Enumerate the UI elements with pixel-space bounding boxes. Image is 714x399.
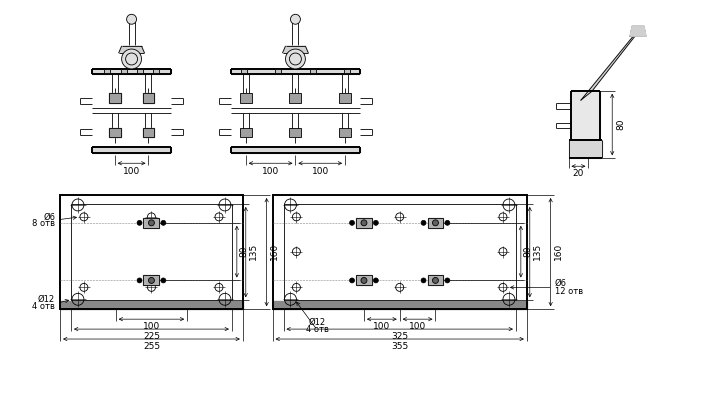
Text: 100: 100 [409, 322, 426, 331]
Bar [109, 93, 121, 103]
Bar [289, 128, 301, 137]
Polygon shape [273, 301, 527, 309]
Bar [121, 69, 126, 73]
Circle shape [373, 278, 378, 283]
Text: 325: 325 [391, 332, 408, 341]
Text: 80: 80 [524, 246, 533, 257]
Polygon shape [283, 46, 308, 53]
Circle shape [445, 220, 450, 225]
Bar [311, 69, 316, 73]
Text: 100: 100 [143, 322, 160, 331]
Text: 12 отв: 12 отв [555, 287, 583, 296]
Circle shape [126, 14, 136, 24]
Circle shape [361, 220, 367, 226]
Text: 80: 80 [240, 246, 248, 257]
Circle shape [286, 49, 306, 69]
Circle shape [149, 277, 154, 283]
Text: 255: 255 [143, 342, 160, 351]
Polygon shape [119, 46, 144, 53]
Polygon shape [231, 69, 360, 74]
Circle shape [161, 278, 166, 283]
Circle shape [137, 220, 142, 225]
Bar [143, 93, 154, 103]
Circle shape [373, 220, 378, 225]
Bar [283, 204, 516, 300]
Text: 100: 100 [123, 167, 140, 176]
Circle shape [121, 49, 141, 69]
Circle shape [291, 14, 301, 24]
Text: 4 отв: 4 отв [306, 325, 328, 334]
Polygon shape [428, 218, 443, 228]
Bar [104, 69, 110, 73]
Bar [356, 275, 372, 285]
Circle shape [149, 220, 154, 226]
Bar [240, 128, 252, 137]
Bar [240, 93, 252, 103]
Bar [71, 204, 232, 300]
Bar [154, 69, 159, 73]
Text: 8 отв: 8 отв [32, 219, 55, 228]
Polygon shape [581, 30, 640, 100]
Polygon shape [568, 140, 603, 158]
Polygon shape [356, 218, 372, 228]
Text: 100: 100 [311, 167, 329, 176]
Circle shape [361, 277, 367, 283]
Text: Ø6: Ø6 [43, 212, 55, 221]
Polygon shape [428, 275, 443, 285]
Bar [143, 128, 154, 137]
Polygon shape [92, 69, 171, 74]
Polygon shape [143, 128, 154, 137]
Text: 135: 135 [248, 243, 258, 260]
Bar [356, 218, 372, 228]
Bar [144, 275, 159, 285]
Polygon shape [143, 93, 154, 103]
Bar [289, 93, 301, 103]
Bar [109, 128, 121, 137]
Polygon shape [144, 275, 159, 285]
Circle shape [421, 220, 426, 225]
Bar [144, 218, 159, 228]
Polygon shape [92, 147, 171, 153]
Bar [275, 69, 281, 73]
Circle shape [350, 278, 355, 283]
Circle shape [137, 278, 142, 283]
Text: 100: 100 [373, 322, 391, 331]
Polygon shape [144, 218, 159, 228]
Text: 225: 225 [143, 332, 160, 341]
Circle shape [433, 277, 438, 283]
Circle shape [433, 220, 438, 226]
Bar [344, 69, 350, 73]
Bar [428, 275, 443, 285]
Circle shape [350, 220, 355, 225]
Text: Ø12: Ø12 [38, 295, 55, 304]
Circle shape [421, 278, 426, 283]
Bar [136, 69, 143, 73]
Polygon shape [231, 147, 360, 153]
Bar [339, 93, 351, 103]
Polygon shape [109, 128, 121, 137]
Circle shape [445, 278, 450, 283]
Text: Ø6: Ø6 [555, 279, 567, 288]
Circle shape [161, 220, 166, 225]
Text: 135: 135 [533, 243, 542, 260]
Text: 4 отв: 4 отв [32, 302, 55, 311]
Bar [60, 195, 243, 309]
Text: Ø12: Ø12 [308, 318, 326, 327]
Text: 80: 80 [616, 119, 625, 130]
Text: 355: 355 [391, 342, 408, 351]
Polygon shape [630, 26, 646, 36]
Text: 20: 20 [573, 169, 584, 178]
Bar [241, 69, 247, 73]
Bar [428, 218, 443, 228]
Polygon shape [109, 93, 121, 103]
Text: 160: 160 [553, 243, 563, 260]
Polygon shape [356, 275, 372, 285]
Text: 100: 100 [262, 167, 279, 176]
Polygon shape [570, 91, 600, 140]
Polygon shape [60, 301, 243, 309]
Bar [273, 195, 527, 309]
Bar [339, 128, 351, 137]
Text: 160: 160 [270, 243, 278, 260]
